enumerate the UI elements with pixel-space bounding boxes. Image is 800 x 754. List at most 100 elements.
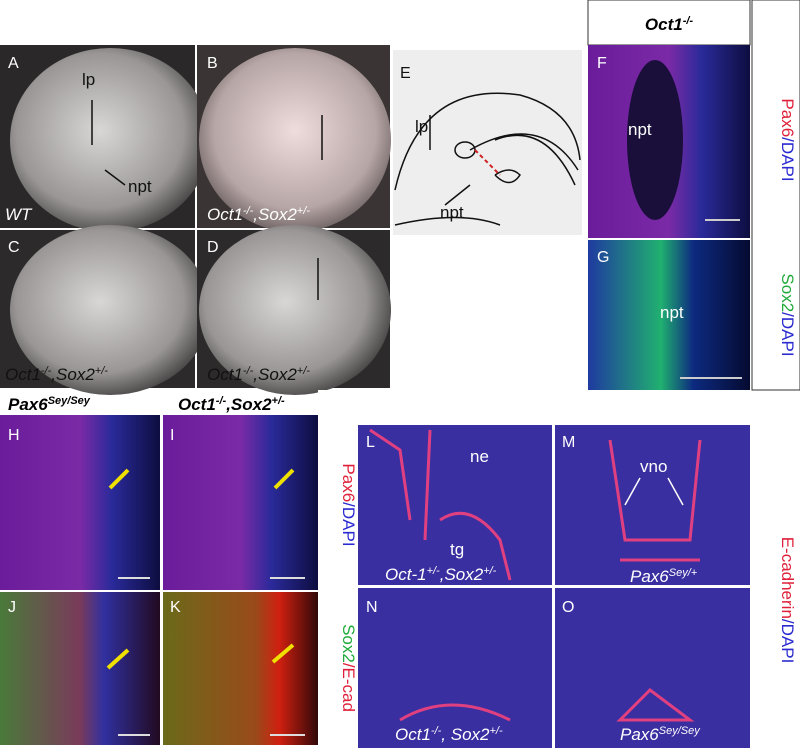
text-segment: E-cadherin	[778, 537, 797, 619]
stain-label: Pax6/DAPI	[339, 463, 358, 546]
panel-caption: Pax6Sey/+	[630, 567, 698, 586]
text-segment: +/-	[272, 395, 285, 407]
stain-label: E-cadherin/DAPI	[778, 537, 797, 664]
text-segment: +/-	[490, 725, 503, 737]
text-segment: -/-	[243, 205, 254, 217]
text-segment: -/-	[683, 15, 694, 27]
panel-letter: F	[597, 55, 607, 72]
text-segment: WT	[5, 205, 33, 224]
text-segment: Pax6	[630, 567, 669, 586]
arrows	[106, 468, 295, 670]
panel-caption: Oct1-/-, Sox2+/-	[395, 725, 503, 744]
text-segment: Pax6	[778, 98, 797, 137]
epithelium	[369, 428, 702, 722]
text-segment: Oct1	[207, 205, 243, 224]
embryo	[10, 225, 210, 395]
text-segment: Sey/Sey	[48, 395, 91, 407]
panel-letter: O	[562, 599, 574, 616]
panel-h	[0, 415, 160, 590]
panel-letter: I	[170, 427, 174, 444]
text-segment: /DAPI	[778, 312, 797, 356]
text-segment: -/-	[243, 365, 254, 377]
dashed-path	[474, 149, 501, 176]
text-segment: -/-	[431, 725, 442, 737]
text-segment: Pax6	[620, 725, 659, 744]
sketch	[394, 92, 581, 226]
annotation: vno	[640, 457, 667, 476]
annotation: npt	[660, 303, 684, 322]
panel-caption: Pax6Sey/Sey	[620, 725, 701, 744]
text-segment: +/-	[483, 565, 496, 577]
text-segment: Pax6	[339, 463, 358, 502]
text-segment: -/-	[41, 365, 52, 377]
text-segment: Oct1	[207, 365, 243, 384]
white-arrows	[624, 477, 684, 506]
panel-letter: A	[8, 55, 19, 72]
text-segment: Sox2	[778, 273, 797, 312]
panel-caption: Oct1-/-,Sox2+/-	[207, 365, 310, 384]
embryo	[10, 48, 210, 232]
text-segment: Oct1	[395, 725, 431, 744]
text-segment: /E-cad	[339, 663, 358, 712]
annotation: tg	[450, 540, 464, 559]
header-box	[587, 0, 751, 46]
text-segment: Oct1	[645, 15, 683, 34]
text-segment: +/-	[297, 205, 310, 217]
panel-letter: B	[207, 55, 218, 72]
panel-caption: WT	[5, 205, 33, 224]
text-segment: +/-	[297, 365, 310, 377]
text-segment: ,Sox2	[225, 395, 272, 414]
panel-letter: D	[207, 239, 219, 256]
panel-letter: M	[562, 434, 575, 451]
annotation: lp	[415, 117, 428, 136]
panel-letter: L	[366, 434, 375, 451]
text-segment: Pax6	[8, 395, 48, 414]
panel-letter: G	[597, 249, 609, 266]
stain-label: Sox2/E-cad	[339, 624, 358, 712]
text-segment: /DAPI	[339, 502, 358, 546]
text-segment: ,Sox2	[253, 365, 297, 384]
lumen	[627, 60, 683, 220]
panel-o	[555, 588, 750, 748]
black-arrows	[91, 100, 471, 300]
text-segment: Sey/Sey	[659, 725, 701, 737]
text-segment: Oct-1	[385, 565, 427, 584]
label-box	[751, 0, 800, 391]
text-segment: Oct1	[178, 395, 216, 414]
panel-caption: Oct1-/-,Sox2+/-	[207, 205, 310, 224]
annotation: lp	[82, 70, 95, 89]
text-segment: Oct1	[5, 365, 41, 384]
text-segment: /DAPI	[778, 137, 797, 181]
text-segment: /DAPI	[778, 619, 797, 663]
header-label: Oct1-/-	[645, 15, 694, 34]
panel-letter: H	[8, 427, 20, 444]
column-header: Pax6Sey/Sey	[8, 395, 91, 414]
text-segment: +/-	[427, 565, 440, 577]
panel-i	[163, 415, 318, 590]
panel-letter: N	[366, 599, 378, 616]
stain-label: Sox2/DAPI	[778, 273, 797, 356]
annotation: npt	[440, 203, 464, 222]
label-strip	[318, 390, 356, 754]
embryo	[199, 225, 391, 395]
stain-label: Pax6/DAPI	[778, 98, 797, 181]
column-header: Oct1-/-,Sox2+/-	[178, 395, 285, 414]
text-segment: ,Sox2	[51, 365, 95, 384]
panel-l	[358, 425, 552, 585]
panel-m	[555, 425, 750, 585]
text-segment: +/-	[95, 365, 108, 377]
panel-letter: E	[400, 65, 411, 82]
panel-letter: J	[8, 599, 16, 616]
panel-caption: Oct1-/-,Sox2+/-	[5, 365, 108, 384]
text-segment: ,Sox2	[253, 205, 297, 224]
text-segment: Sey/+	[669, 567, 698, 579]
panel-e	[393, 50, 582, 235]
text-segment: -/-	[216, 395, 227, 407]
scale-bars	[118, 577, 305, 736]
panel-caption: Oct-1+/-,Sox2+/-	[385, 565, 497, 584]
panel-k	[163, 592, 318, 745]
text-segment: ,Sox2	[440, 565, 484, 584]
embryo	[199, 48, 391, 232]
text-segment: , Sox2	[441, 725, 490, 744]
